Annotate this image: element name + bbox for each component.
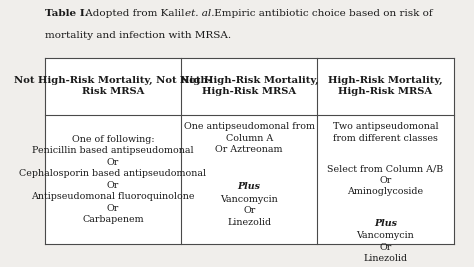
Text: Two antipseudomonal
from different classes: Two antipseudomonal from different class… xyxy=(333,123,438,143)
Text: High-Risk Mortality,
High-Risk MRSA: High-Risk Mortality, High-Risk MRSA xyxy=(328,76,443,96)
Text: Adopted from Kalil: Adopted from Kalil xyxy=(82,9,188,18)
Text: One of following:
Penicillin based antipseudomonal
Or
Cephalosporin based antips: One of following: Penicillin based antip… xyxy=(19,135,207,224)
Text: et. al.: et. al. xyxy=(185,9,214,18)
Text: Empiric antibiotic choice based on risk of: Empiric antibiotic choice based on risk … xyxy=(211,9,433,18)
Text: Select from Column A/B
Or
Aminoglycoside: Select from Column A/B Or Aminoglycoside xyxy=(328,164,444,196)
Text: One antipseudomonal from
Column A
Or Aztreonam: One antipseudomonal from Column A Or Azt… xyxy=(184,123,315,154)
Text: Plus: Plus xyxy=(374,219,397,228)
Text: Not High-Risk Mortality,
High-Risk MRSA: Not High-Risk Mortality, High-Risk MRSA xyxy=(180,76,319,96)
Bar xyxy=(45,58,454,244)
Text: mortality and infection with MRSA.: mortality and infection with MRSA. xyxy=(45,31,231,40)
Text: Table I.: Table I. xyxy=(45,9,88,18)
Text: Not High-Risk Mortality, Not High-
Risk MRSA: Not High-Risk Mortality, Not High- Risk … xyxy=(14,76,212,96)
Text: Vancomycin
Or
Linezolid: Vancomycin Or Linezolid xyxy=(356,231,414,263)
Text: Vancomycin
Or
Linezolid: Vancomycin Or Linezolid xyxy=(220,195,278,227)
Text: Plus: Plus xyxy=(237,182,261,191)
